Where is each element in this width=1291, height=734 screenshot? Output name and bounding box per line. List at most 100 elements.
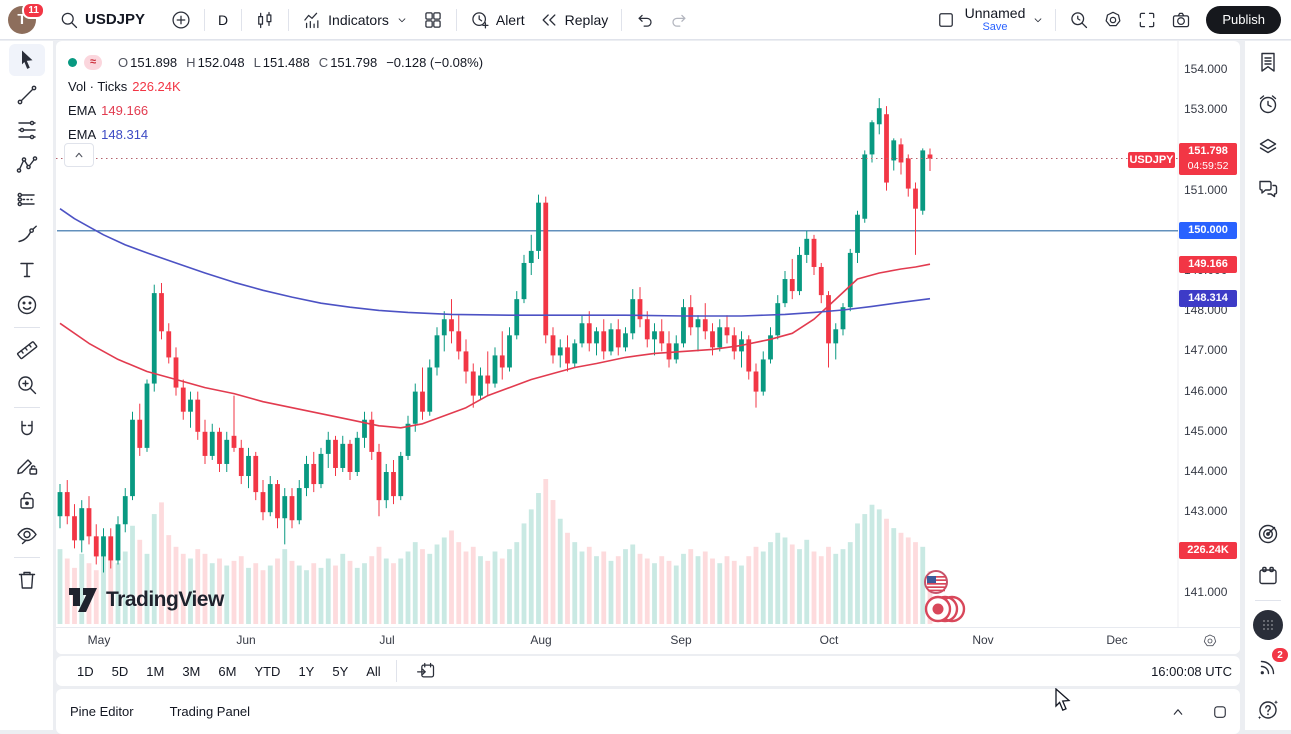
sidebar-item-calendar[interactable] (1251, 559, 1285, 593)
bar-countdown: 04:59:52 (1187, 159, 1229, 172)
redo-button[interactable] (662, 4, 696, 36)
expand-panel-icon[interactable] (1168, 702, 1188, 722)
sidebar-item-help[interactable] (1251, 692, 1285, 726)
low-value: 151.488 (262, 54, 310, 70)
sidebar-item-screener[interactable] (1251, 517, 1285, 551)
price-chart[interactable] (56, 41, 1240, 654)
range-1m-button[interactable]: 1M (139, 661, 171, 682)
alert-button[interactable]: Alert (463, 4, 532, 36)
projection-tool[interactable] (9, 184, 45, 216)
trend-line-icon (17, 85, 36, 105)
chat-icon (1259, 180, 1278, 198)
range-5d-button[interactable]: 5D (105, 661, 136, 682)
remove-all-tool[interactable] (9, 564, 45, 596)
sidebar-item-streams[interactable]: 2 (1251, 648, 1288, 684)
time-scale[interactable]: May Jun Jul Aug Sep Oct Nov Dec (56, 627, 1240, 654)
close-value: 151.798 (330, 54, 378, 70)
server-clock[interactable]: 16:00:08 UTC (1151, 663, 1232, 679)
price-tick-label: 141.000 (1184, 584, 1228, 599)
apps-grid-icon (1253, 610, 1283, 640)
camera-icon (1171, 10, 1191, 30)
layout-name-block[interactable]: Unnamed Save (963, 5, 1028, 34)
range-5y-button[interactable]: 5Y (325, 661, 355, 682)
help-icon (1258, 700, 1278, 720)
volume-legend-row[interactable]: Vol · Ticks 226.24K (68, 74, 485, 98)
screener-icon (1258, 524, 1278, 544)
price-tick-label: 154.000 (1184, 62, 1228, 76)
range-3m-button[interactable]: 3M (175, 661, 207, 682)
lock-all-tool[interactable] (9, 484, 45, 516)
trend-line-tool[interactable] (9, 79, 45, 111)
sidebar-item-apps-grid[interactable] (1251, 608, 1285, 642)
chart-style-button[interactable] (248, 4, 282, 36)
publish-button[interactable]: Publish (1206, 5, 1281, 34)
tab-pine-editor[interactable]: Pine Editor (70, 698, 134, 725)
symbol-search-button[interactable]: USDJPY (52, 4, 152, 36)
sidebar-item-alerts[interactable] (1251, 87, 1285, 121)
chevron-down-icon (395, 10, 409, 30)
collapse-legend-button[interactable] (64, 143, 94, 167)
text-tool[interactable] (9, 254, 45, 286)
hide-all-tool[interactable] (9, 519, 45, 551)
compare-add-symbol-button[interactable] (164, 4, 198, 36)
go-to-date-icon (416, 661, 436, 681)
range-all-button[interactable]: All (359, 661, 387, 682)
indicator-templates-button[interactable] (416, 4, 450, 36)
symbol-legend-row[interactable]: ≈ O 151.898 H 152.048 L 151.488 C 151.798 −0… (68, 50, 485, 74)
ema-fast-value: 149.166 (101, 102, 149, 118)
projection-icon (17, 192, 35, 207)
quick-search-button[interactable] (1062, 4, 1096, 36)
indicators-icon (302, 10, 322, 30)
open-value: 151.898 (130, 54, 178, 70)
replay-button[interactable]: Replay (532, 4, 616, 36)
range-6m-button[interactable]: 6M (211, 661, 243, 682)
ema-fast-legend-row[interactable]: EMA 149.166 (68, 98, 485, 122)
drawing-mode-lock-tool[interactable] (9, 449, 45, 481)
last-price-value: 151.798 (1188, 144, 1228, 157)
sidebar-item-watchlist[interactable] (1251, 45, 1285, 79)
sidebar-item-object-tree[interactable] (1251, 129, 1285, 163)
time-axis-gear-icon[interactable] (1202, 633, 1218, 649)
search-icon (59, 10, 79, 30)
snapshot-button[interactable] (1164, 4, 1198, 36)
timeframe-button[interactable]: D (211, 4, 235, 36)
indicators-button[interactable]: Indicators (295, 4, 416, 36)
ruler-tool[interactable] (9, 334, 45, 366)
ema-slow-legend-row[interactable]: EMA 148.314 (68, 122, 485, 146)
range-1y-button[interactable]: 1Y (291, 661, 321, 682)
fib-retracement-tool[interactable] (9, 114, 45, 146)
replay-icon (539, 10, 559, 30)
emoji-tool[interactable] (9, 289, 45, 321)
volume-value: 226.24K (132, 78, 181, 94)
xabcd-pattern-icon (16, 156, 37, 173)
user-avatar[interactable]: T 11 (8, 1, 45, 34)
brush-tool[interactable] (9, 219, 45, 251)
layout-select-button[interactable] (929, 4, 963, 36)
remove-all-icon (18, 571, 35, 589)
range-ytd-button[interactable]: YTD (247, 661, 287, 682)
magnet-tool[interactable] (9, 414, 45, 446)
high-value: 152.048 (197, 54, 245, 70)
volume-label: Vol · Ticks (68, 78, 128, 94)
object-tree-icon (1259, 138, 1277, 154)
toolbar-separator (621, 8, 623, 31)
range-1d-button[interactable]: 1D (70, 661, 101, 682)
symbol-flags (912, 569, 972, 632)
chart-settings-button[interactable] (1096, 4, 1130, 36)
replay-label: Replay (564, 11, 609, 28)
xabcd-pattern-tool[interactable] (9, 149, 45, 181)
price-tick-label: 143.000 (1184, 504, 1228, 519)
sidebar-item-chat[interactable] (1251, 171, 1285, 205)
undo-button[interactable] (628, 4, 662, 36)
zoom-in-tool[interactable] (9, 369, 45, 401)
magnet-icon (20, 420, 33, 436)
fullscreen-button[interactable] (1130, 4, 1164, 36)
go-to-date-button[interactable] (409, 655, 443, 687)
save-layout-link[interactable]: Save (982, 21, 1008, 34)
tab-trading-panel[interactable]: Trading Panel (170, 698, 250, 725)
cursor-tool[interactable] (8, 44, 45, 76)
time-tick-label: Jun (236, 633, 256, 647)
symbol-price-tag: USDJPY (1128, 152, 1175, 168)
maximize-panel-icon[interactable] (1210, 702, 1230, 722)
layout-menu-chevron[interactable] (1027, 4, 1049, 36)
